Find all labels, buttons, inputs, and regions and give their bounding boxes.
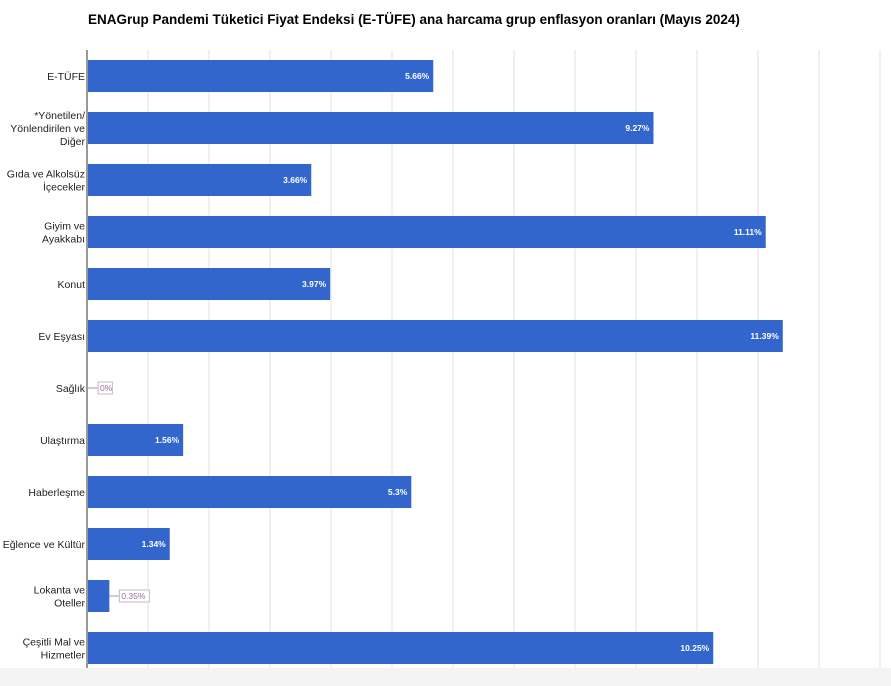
- data-label: 1.34%: [142, 539, 167, 549]
- category-label: Ev Eşyası: [38, 331, 85, 343]
- bar: [88, 112, 654, 144]
- footer-strip: [0, 668, 891, 686]
- category-label: *Yönetilen/Yönlendirilen ve Diğer: [10, 110, 85, 148]
- data-label: 0%: [100, 383, 113, 393]
- bar: [88, 268, 331, 300]
- data-label: 11.39%: [750, 331, 779, 341]
- bar: [88, 424, 184, 456]
- category-label: Eğlence ve Kültür: [3, 539, 86, 551]
- data-label: 0.35%: [121, 591, 146, 601]
- category-label: Lokanta ve Oteller: [34, 585, 86, 610]
- bar: [88, 476, 412, 508]
- category-label: Gıda ve Alkolsüz İçecekler: [7, 169, 86, 194]
- data-label: 1.56%: [155, 435, 180, 445]
- bar: [88, 320, 783, 352]
- data-label-box: [97, 381, 113, 395]
- category-label: Giyim ve Ayakkabı: [42, 221, 85, 246]
- data-label: 3.66%: [283, 175, 308, 185]
- bar: [88, 216, 766, 248]
- data-label: 5.66%: [405, 71, 430, 81]
- data-label: 9.27%: [625, 123, 650, 133]
- category-label: Çeşitli Mal ve Hizmetler: [23, 637, 86, 662]
- data-label: 11.11%: [734, 227, 762, 237]
- chart-title: ENAGrup Pandemi Tüketici Fiyat Endeksi (…: [88, 12, 740, 27]
- data-label: 5.3%: [388, 487, 408, 497]
- category-label: Ulaştırma: [40, 435, 85, 447]
- bar: [88, 528, 170, 560]
- category-label: E-TÜFE: [47, 71, 85, 83]
- category-label: Sağlık: [56, 383, 86, 395]
- data-label: 3.97%: [302, 279, 327, 289]
- data-label-box: [118, 589, 150, 603]
- data-label: 10.25%: [680, 643, 709, 653]
- bar: [88, 580, 110, 612]
- category-label: Haberleşme: [28, 487, 85, 499]
- bar: [88, 164, 312, 196]
- bar: [88, 60, 434, 92]
- bar: [88, 632, 714, 664]
- category-label: Konut: [58, 279, 86, 291]
